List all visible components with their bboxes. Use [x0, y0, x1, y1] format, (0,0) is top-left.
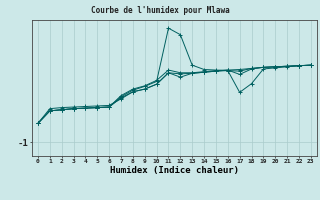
Text: Courbe de l'humidex pour Mlawa: Courbe de l'humidex pour Mlawa: [91, 6, 229, 15]
X-axis label: Humidex (Indice chaleur): Humidex (Indice chaleur): [110, 166, 239, 175]
